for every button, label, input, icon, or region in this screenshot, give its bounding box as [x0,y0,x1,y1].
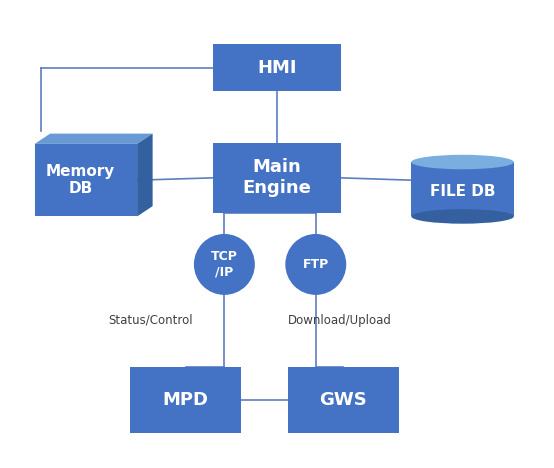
Ellipse shape [411,209,514,224]
Ellipse shape [411,155,514,169]
Polygon shape [34,133,153,144]
Text: Memory
DB: Memory DB [46,164,115,197]
Ellipse shape [285,234,346,295]
FancyBboxPatch shape [130,367,241,433]
Polygon shape [137,133,153,216]
FancyBboxPatch shape [411,162,514,216]
Text: Status/Control: Status/Control [108,314,193,327]
Text: FTP: FTP [302,258,329,271]
Text: FILE DB: FILE DB [430,184,495,199]
FancyBboxPatch shape [213,143,341,213]
Text: MPD: MPD [162,391,209,409]
FancyBboxPatch shape [213,44,341,91]
Text: Main
Engine: Main Engine [243,159,311,197]
Text: TCP
/IP: TCP /IP [211,250,238,278]
Text: Download/Upload: Download/Upload [288,314,392,327]
FancyBboxPatch shape [34,144,137,216]
FancyBboxPatch shape [288,367,399,433]
Text: HMI: HMI [257,59,297,77]
Text: GWS: GWS [320,391,367,409]
Ellipse shape [194,234,255,295]
